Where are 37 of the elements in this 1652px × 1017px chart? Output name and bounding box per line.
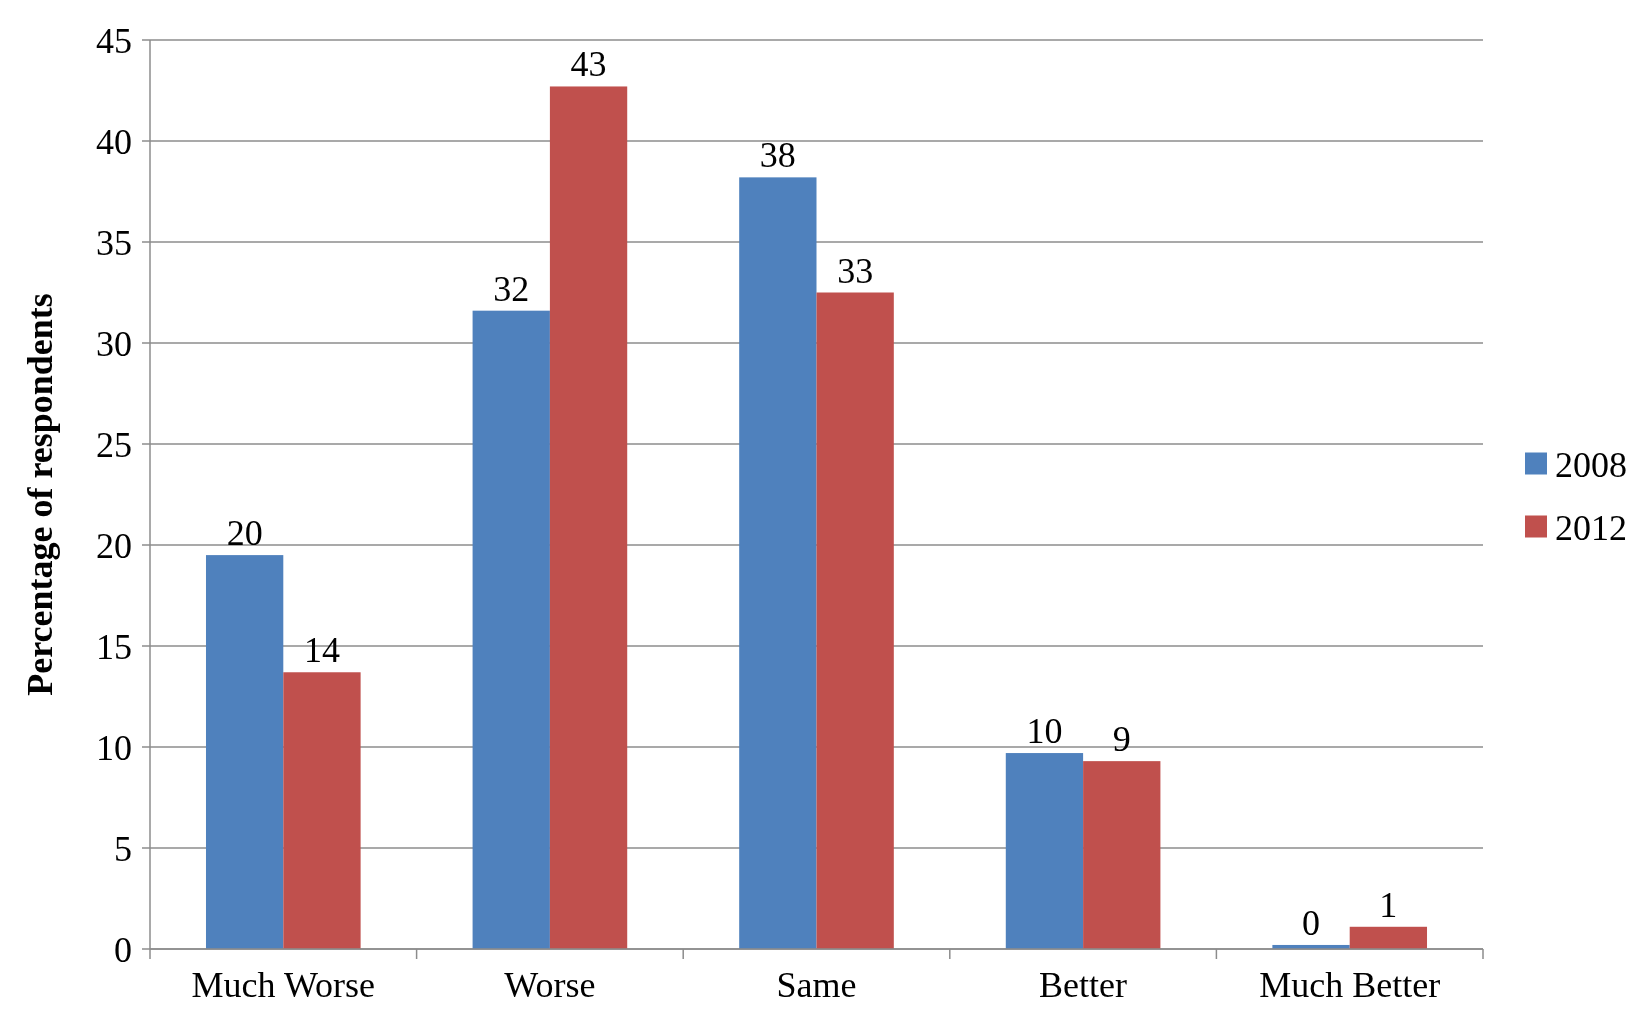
bar <box>549 86 628 949</box>
bar <box>472 310 550 949</box>
data-label: 32 <box>493 268 530 309</box>
x-tick-label: Same <box>776 965 857 1005</box>
data-label: 10 <box>1026 711 1063 752</box>
y-tick-label: 0 <box>114 929 132 970</box>
y-tick-label: 20 <box>96 525 132 566</box>
bar <box>205 555 284 949</box>
data-label: 33 <box>837 250 874 291</box>
bar <box>1349 926 1428 949</box>
y-tick-label: 45 <box>96 20 132 61</box>
y-tick-label: 40 <box>96 121 132 162</box>
y-tick-label: 30 <box>96 323 132 364</box>
data-label: 43 <box>570 44 607 85</box>
y-tick-label: 10 <box>96 727 132 768</box>
y-tick-label: 35 <box>96 222 132 263</box>
y-tick-label: 25 <box>96 424 132 465</box>
bar <box>283 672 361 949</box>
x-tick-label: Worse <box>504 965 596 1005</box>
x-tick-label: Much Better <box>1259 965 1441 1005</box>
y-tick-label: 15 <box>96 626 132 667</box>
legend-label: 2008 <box>1555 445 1627 486</box>
data-label: 20 <box>226 513 263 554</box>
x-tick-label: Much Worse <box>191 965 376 1005</box>
bar <box>739 177 817 949</box>
x-tick-label: Better <box>1039 965 1128 1005</box>
bar <box>1083 761 1161 949</box>
data-label: 1 <box>1379 884 1398 925</box>
data-label: 38 <box>759 135 796 176</box>
bar <box>1005 753 1084 949</box>
y-axis-title: Percentage of respondents <box>20 293 60 696</box>
data-label: 14 <box>303 630 340 671</box>
data-label: 0 <box>1302 902 1321 943</box>
y-tick-label: 5 <box>114 828 132 869</box>
legend-label: 2012 <box>1555 508 1627 549</box>
bar <box>816 292 894 949</box>
data-label: 9 <box>1112 719 1131 760</box>
